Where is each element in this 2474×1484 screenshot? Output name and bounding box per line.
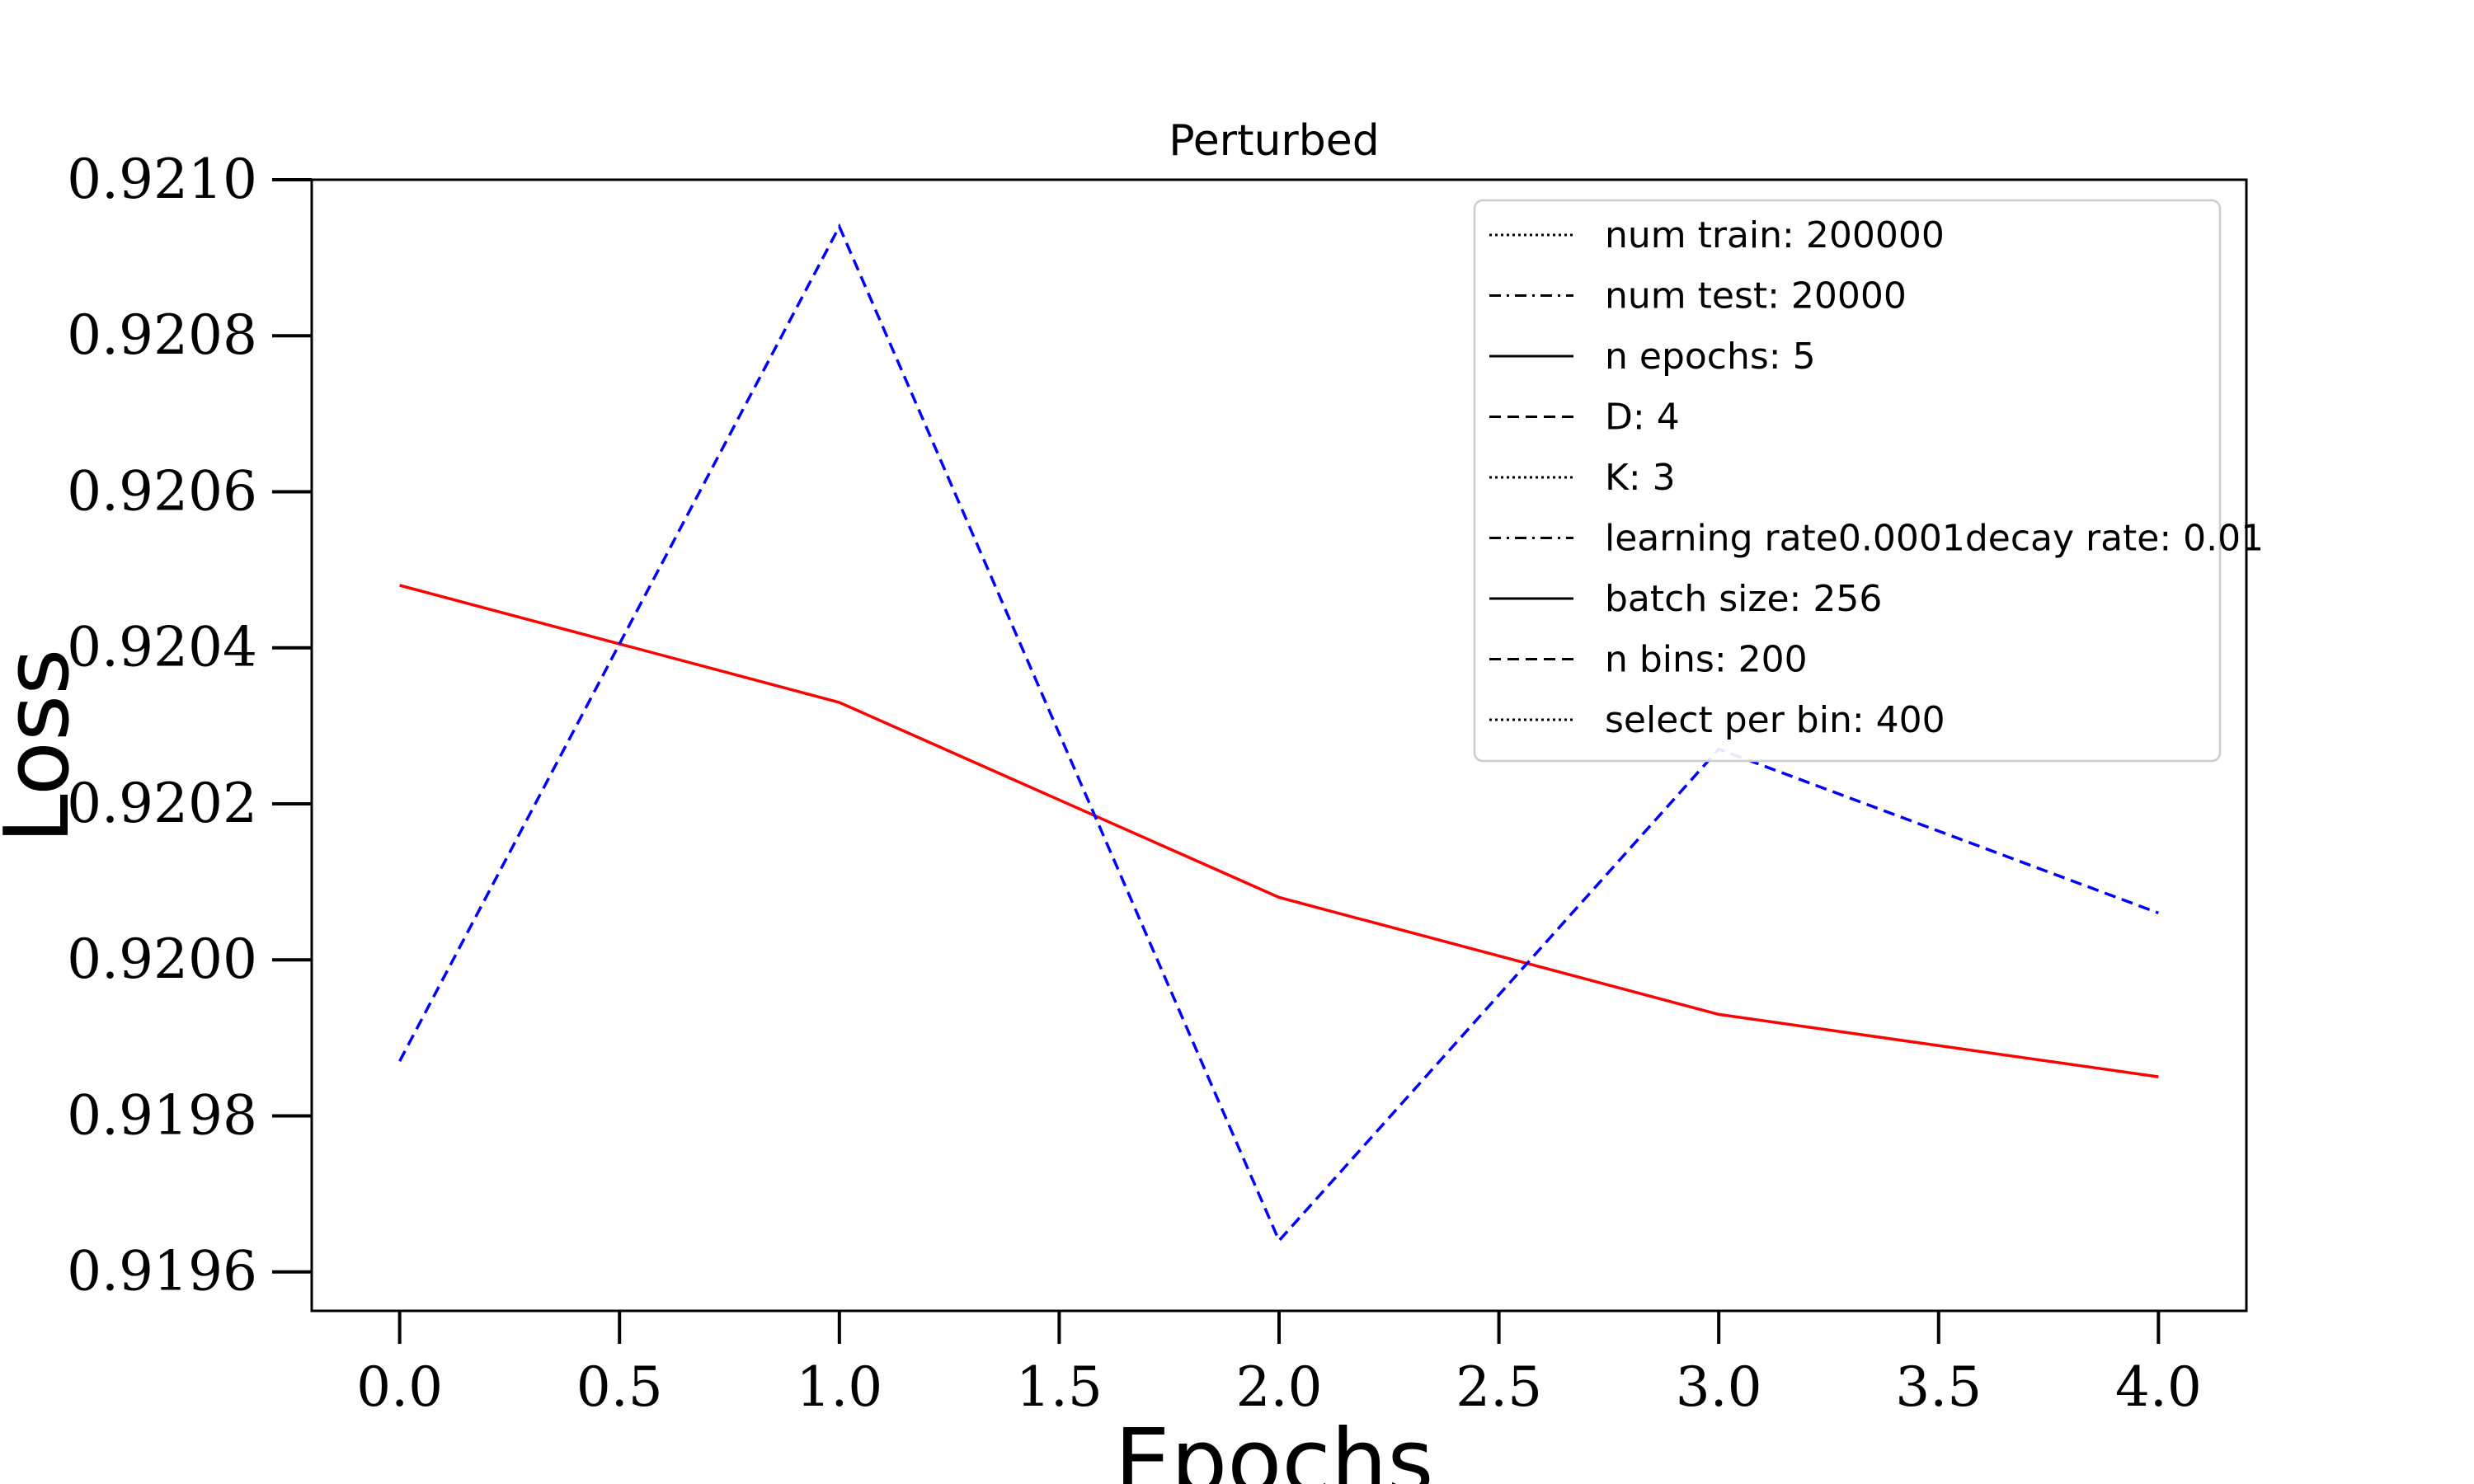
x-tick-label: 3.5 xyxy=(1895,1355,1982,1419)
y-tick-label: 0.9210 xyxy=(67,148,257,211)
x-tick-label: 1.0 xyxy=(796,1355,882,1419)
legend-entry-label: n bins: 200 xyxy=(1605,639,1808,681)
legend-entry-label: select per bin: 400 xyxy=(1605,699,1945,741)
legend-entry-label: num train: 200000 xyxy=(1605,214,1945,256)
x-tick-label: 2.0 xyxy=(1236,1355,1323,1419)
y-tick-label: 0.9208 xyxy=(67,303,257,367)
y-axis-label: Loss xyxy=(0,649,89,844)
legend-entry-label: num test: 20000 xyxy=(1605,275,1907,317)
legend-entry-label: batch size: 256 xyxy=(1605,578,1882,620)
x-tick-label: 3.0 xyxy=(1676,1355,1762,1419)
y-tick-label: 0.9202 xyxy=(67,772,257,835)
series-layer xyxy=(398,223,2160,1244)
x-axis-label: Epochs xyxy=(1115,1411,1434,1484)
y-tick-label: 0.9198 xyxy=(67,1083,257,1147)
series-line-1 xyxy=(399,584,2159,1078)
x-tick-label: 4.0 xyxy=(2115,1355,2202,1419)
legend-entry-label: K: 3 xyxy=(1605,457,1676,499)
legend-layer: num train: 200000 num test: 20000 n epochs… xyxy=(1473,199,2264,763)
y-tick-label: 0.9204 xyxy=(67,616,257,679)
x-tick-label: 2.5 xyxy=(1456,1355,1542,1419)
x-tick-label: 0.0 xyxy=(356,1355,443,1419)
legend-entry-label: learning rate0.0001decay rate: 0.01 xyxy=(1605,518,2264,560)
x-tick-label: 0.5 xyxy=(576,1355,663,1419)
x-tick-label: 1.5 xyxy=(1016,1355,1103,1419)
chart-title: Perturbed xyxy=(1169,116,1380,166)
legend-entry-label: D: 4 xyxy=(1605,397,1680,439)
y-tick-label: 0.9206 xyxy=(67,459,257,523)
legend-box xyxy=(1473,199,2222,763)
y-tick-label: 0.9200 xyxy=(67,928,257,991)
legend-entry-label: n epochs: 5 xyxy=(1605,336,1816,378)
y-tick-label: 0.9196 xyxy=(67,1240,257,1303)
ticks-layer: 0.0 0.5 1.0 1.5 2.0 2.5 3.0 3.5 4.0 0.9196 0.9198 0… xyxy=(67,148,2202,1419)
